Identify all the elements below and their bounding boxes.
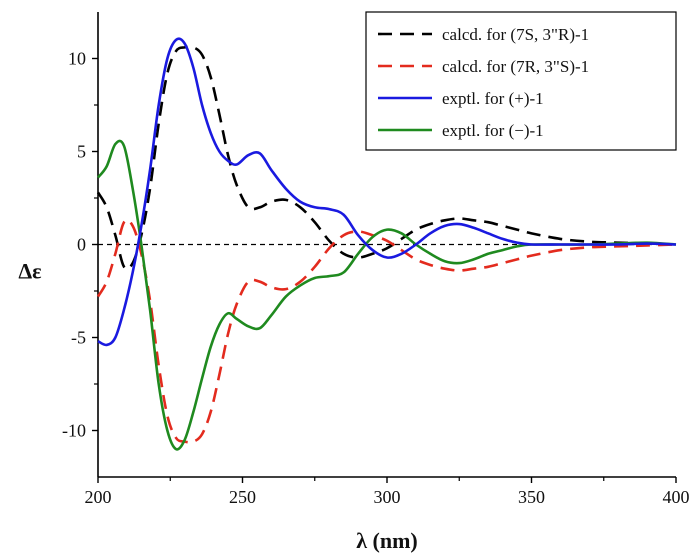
- legend-label: calcd. for (7R, 3"S)-1: [442, 57, 589, 76]
- legend-label: exptl. for (+)-1: [442, 89, 544, 108]
- y-tick-label: 5: [77, 142, 86, 162]
- series-line-3: [97, 37, 677, 347]
- legend-box: [365, 11, 677, 151]
- y-tick-label: 0: [77, 235, 86, 255]
- x-tick-label: 400: [663, 487, 690, 507]
- x-tick-label: 350: [518, 487, 545, 507]
- x-tick-label: 300: [374, 487, 401, 507]
- x-axis-title: λ (nm): [356, 528, 418, 553]
- legend: calcd. for (7S, 3"R)-1 calcd. for (7R, 3"…: [365, 11, 677, 151]
- series-lines: [96, 37, 677, 451]
- axis-labels: λ (nm) Δε: [18, 259, 417, 554]
- axis-ticks: 200 250 300 350 400 -10 -5 0 5 10: [62, 49, 690, 508]
- series-line-2: [96, 218, 677, 444]
- y-axis-title: Δε: [18, 259, 41, 284]
- series-line-4: [96, 139, 677, 451]
- y-tick-label: -10: [62, 421, 86, 441]
- y-tick-label: 10: [68, 49, 86, 69]
- legend-label: exptl. for (−)-1: [442, 121, 544, 140]
- y-tick-label: -5: [71, 328, 86, 348]
- x-tick-label: 200: [85, 487, 112, 507]
- x-tick-label: 250: [229, 487, 256, 507]
- series-line-1: [96, 45, 677, 271]
- legend-label: calcd. for (7S, 3"R)-1: [442, 25, 589, 44]
